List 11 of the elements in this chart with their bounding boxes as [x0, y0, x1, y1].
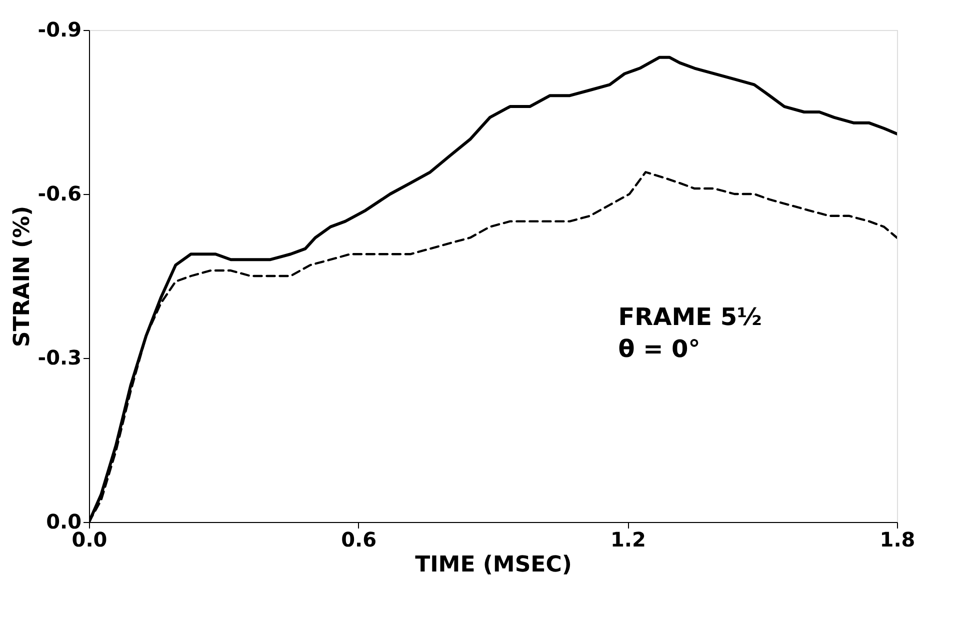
- y-axis-title: STRAIN (%): [10, 206, 35, 348]
- y-tick-label: -0.3: [38, 346, 82, 370]
- x-axis-title: TIME (MSEC): [415, 552, 572, 578]
- x-tick-label: 0.6: [341, 528, 377, 552]
- x-tick-label: 1.2: [610, 528, 646, 552]
- x-tick-label: 0.0: [72, 528, 108, 552]
- annotation: FRAME 5½: [618, 302, 762, 331]
- x-tick-label: 1.8: [880, 528, 916, 552]
- y-tick-label: -0.6: [38, 182, 82, 206]
- y-tick-label: -0.9: [38, 18, 82, 42]
- annotation: θ = 0°: [618, 334, 700, 363]
